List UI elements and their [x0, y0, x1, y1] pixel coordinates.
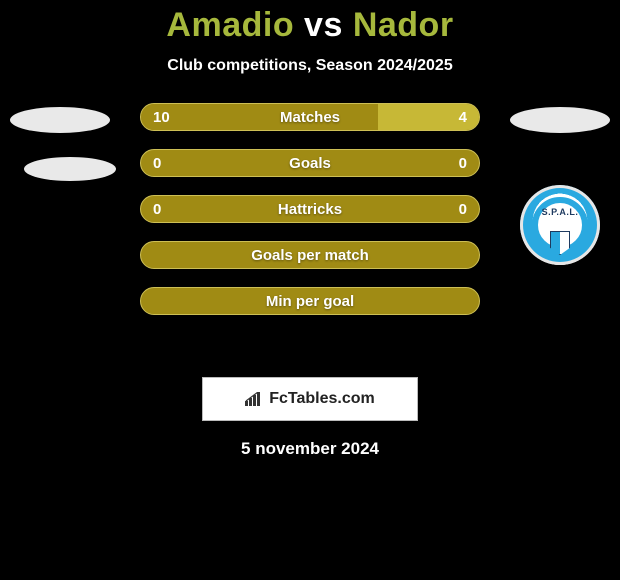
date-label: 5 november 2024 — [0, 439, 620, 459]
page-title: Amadio vs Nador — [0, 6, 620, 45]
bar-chart-icon — [245, 392, 263, 406]
club-badge-spal: S.P.A.L. — [520, 185, 600, 265]
title-left: Amadio — [166, 6, 294, 44]
stat-label: Hattricks — [141, 196, 479, 222]
stat-row: 104Matches — [140, 103, 480, 131]
fctables-text: FcTables.com — [269, 390, 375, 408]
title-vs: vs — [294, 6, 353, 44]
fctables-badge: FcTables.com — [202, 377, 418, 421]
stat-bars: 104Matches 00Goals 00Hattricks Goals per ma… — [140, 103, 480, 333]
subtitle: Club competitions, Season 2024/2025 — [0, 57, 620, 75]
stat-row: 00Goals — [140, 149, 480, 177]
stat-label: Min per goal — [141, 288, 479, 314]
placeholder-emblem — [510, 107, 610, 133]
club-badge-spal-text: S.P.A.L. — [542, 207, 579, 217]
stat-row: 00Hattricks — [140, 195, 480, 223]
comparison-arena: S.P.A.L. 104Matches 00Goals 00Hattricks Goa… — [0, 103, 620, 363]
title-right: Nador — [353, 6, 454, 44]
stat-row: Goals per match — [140, 241, 480, 269]
stat-row: Min per goal — [140, 287, 480, 315]
stat-label: Matches — [141, 104, 479, 130]
stat-label: Goals per match — [141, 242, 479, 268]
stat-label: Goals — [141, 150, 479, 176]
placeholder-emblem — [10, 107, 110, 133]
comparison-card: Amadio vs Nador Club competitions, Seaso… — [0, 0, 620, 459]
placeholder-emblem — [24, 157, 116, 181]
